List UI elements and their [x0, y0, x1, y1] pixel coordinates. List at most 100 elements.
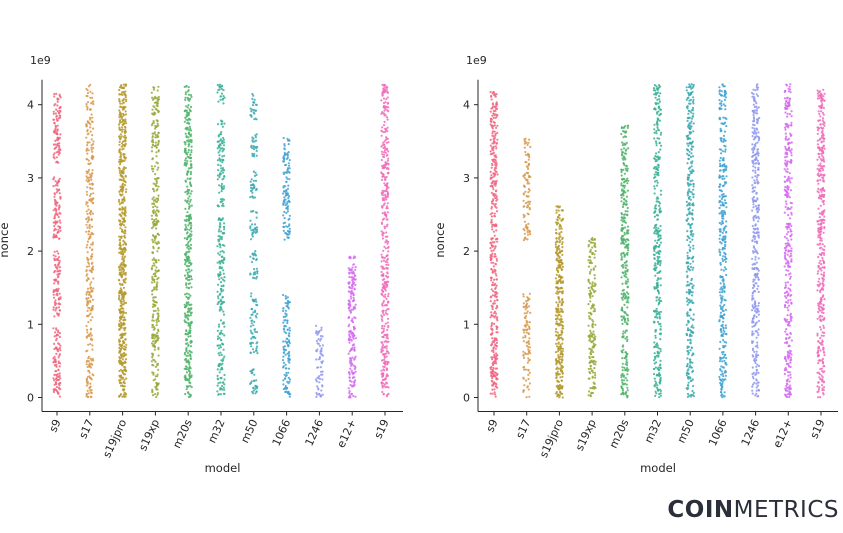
- data-point: [490, 118, 493, 121]
- data-point: [523, 312, 526, 315]
- data-point: [491, 105, 495, 108]
- data-point: [282, 214, 285, 217]
- data-point: [387, 150, 390, 153]
- data-point: [121, 208, 124, 211]
- data-point: [524, 325, 527, 328]
- data-point: [528, 292, 532, 295]
- data-point: [251, 235, 254, 238]
- data-point: [522, 199, 525, 202]
- data-point: [386, 211, 389, 214]
- data-point: [492, 346, 495, 349]
- data-point: [561, 246, 564, 249]
- data-point: [58, 148, 62, 151]
- data-point: [592, 351, 595, 354]
- data-point: [380, 112, 383, 115]
- data-point: [626, 396, 629, 399]
- data-point: [620, 216, 623, 219]
- data-point: [186, 386, 189, 389]
- data-point: [183, 306, 187, 309]
- data-point: [559, 333, 562, 336]
- data-point: [120, 214, 123, 217]
- data-point: [187, 148, 190, 152]
- data-point: [620, 315, 623, 318]
- data-point: [284, 384, 287, 388]
- data-point: [150, 165, 153, 168]
- data-point: [89, 287, 92, 290]
- data-point: [153, 239, 156, 242]
- data-point: [120, 297, 123, 300]
- data-point: [185, 302, 188, 305]
- data-point: [152, 245, 155, 248]
- data-point: [89, 332, 92, 335]
- data-point: [151, 371, 154, 374]
- data-point: [57, 312, 61, 315]
- data-point: [626, 189, 630, 192]
- data-point: [523, 331, 526, 334]
- data-point: [387, 106, 390, 109]
- data-point: [220, 123, 223, 126]
- data-point: [251, 223, 254, 226]
- data-point: [90, 146, 93, 149]
- data-point: [119, 291, 122, 295]
- data-point: [55, 389, 58, 392]
- data-point: [589, 367, 592, 370]
- data-point: [88, 141, 91, 144]
- data-point: [120, 117, 123, 120]
- data-point: [118, 351, 121, 354]
- data-point: [556, 240, 559, 243]
- data-point: [152, 212, 155, 215]
- data-point: [282, 355, 285, 358]
- data-point: [55, 365, 58, 368]
- data-point: [92, 103, 95, 106]
- data-point: [118, 361, 121, 364]
- data-point: [157, 149, 160, 152]
- data-point: [383, 145, 386, 148]
- data-point: [587, 390, 591, 393]
- data-point: [120, 288, 123, 291]
- data-point: [55, 333, 59, 336]
- data-point: [151, 202, 154, 205]
- data-point: [186, 296, 190, 300]
- data-point: [492, 120, 495, 124]
- data-point: [253, 196, 256, 199]
- data-point: [386, 218, 389, 221]
- data-point: [155, 324, 158, 327]
- data-point: [522, 174, 525, 177]
- data-point: [386, 321, 389, 324]
- data-point: [119, 227, 122, 230]
- data-point: [493, 253, 497, 256]
- data-point: [387, 326, 390, 329]
- data-point: [186, 333, 190, 336]
- data-point: [555, 211, 558, 214]
- data-point: [625, 141, 628, 144]
- data-point: [85, 298, 88, 301]
- data-point: [285, 225, 288, 228]
- data-point: [151, 264, 154, 267]
- data-point: [559, 345, 562, 348]
- data-point: [494, 385, 497, 388]
- data-point: [122, 286, 125, 289]
- data-point: [252, 145, 255, 148]
- data-point: [91, 305, 94, 309]
- data-point: [624, 143, 627, 146]
- data-point: [383, 225, 386, 228]
- data-point: [523, 232, 527, 235]
- data-point: [254, 171, 257, 174]
- data-point: [282, 202, 285, 205]
- data-point: [90, 362, 93, 365]
- data-point: [526, 238, 529, 241]
- data-point: [527, 187, 531, 191]
- data-point: [386, 207, 389, 210]
- data-point: [621, 332, 625, 335]
- data-point: [151, 394, 155, 397]
- data-point: [620, 306, 624, 309]
- data-point: [559, 392, 563, 395]
- data-point: [152, 141, 155, 144]
- data-point: [157, 98, 160, 101]
- data-point: [249, 325, 252, 328]
- data-point: [621, 271, 624, 274]
- data-point: [121, 108, 125, 111]
- data-point: [387, 292, 390, 295]
- data-point: [526, 178, 529, 181]
- data-point: [221, 161, 224, 164]
